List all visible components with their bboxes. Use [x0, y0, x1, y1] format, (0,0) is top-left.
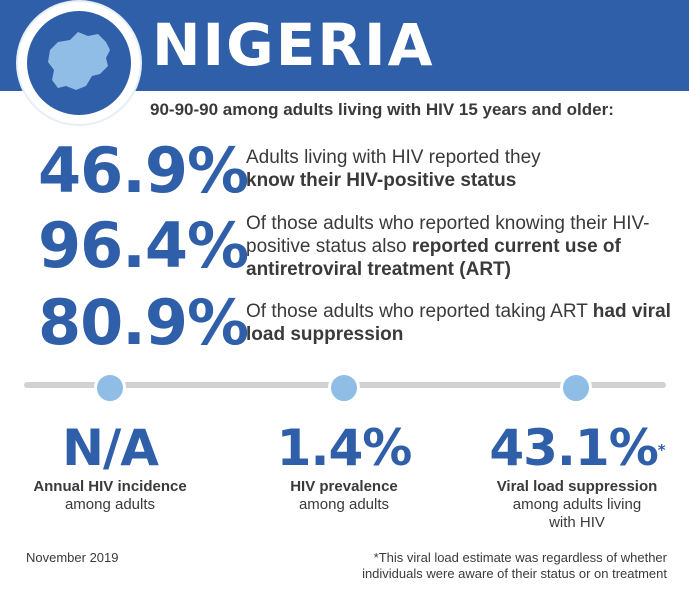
page-title: NIGERIA [152, 11, 435, 79]
indicator-value: N/A [62, 419, 159, 477]
stat-value-know-status: 46.9% [38, 134, 249, 207]
indicator-sub: among adults [298, 496, 390, 513]
map-badge [18, 2, 140, 124]
asterisk: * [657, 441, 666, 459]
footer-note: *This viral load estimate was regardless… [362, 550, 667, 581]
timeline-dot [94, 372, 126, 404]
indicator-incidence: N/A Annual HIV incidence among adults [5, 420, 215, 514]
indicator-label: HIV prevalence [290, 478, 398, 495]
indicator-sub: among adults [64, 496, 156, 513]
nigeria-map-icon [48, 32, 110, 90]
indicator-label: Annual HIV incidence [33, 478, 187, 495]
stat-desc-on-art: Of those adults who reported knowing the… [246, 213, 650, 280]
timeline-dot [560, 372, 592, 404]
indicator-viral-load: 43.1%* Viral load suppression among adul… [472, 420, 682, 532]
indicator-label: Viral load suppression [496, 478, 658, 495]
stat-value-on-art: 96.4% [38, 209, 249, 282]
indicator-sub: among adults living with HIV [512, 496, 642, 531]
indicator-value: 1.4% [276, 419, 413, 477]
stat-desc-know-status: Adults living with HIV reported they kno… [246, 147, 541, 191]
indicator-prevalence: 1.4% HIV prevalence among adults [239, 420, 449, 514]
footer-date: November 2019 [26, 550, 119, 565]
timeline-dot [328, 372, 360, 404]
stat-value-viral-suppression: 80.9% [38, 286, 249, 359]
indicator-value: 43.1%* [489, 419, 666, 477]
subtitle: 90-90-90 among adults living with HIV 15… [150, 100, 614, 119]
stat-desc-viral-suppression: Of those adults who reported taking ART … [246, 301, 671, 345]
